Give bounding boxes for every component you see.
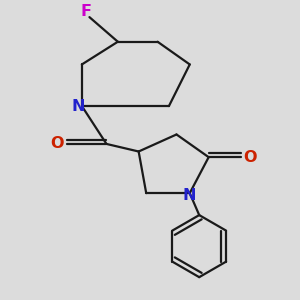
Text: F: F [80,4,91,19]
Text: N: N [71,99,85,114]
Text: N: N [183,188,196,202]
Text: O: O [50,136,64,152]
Text: O: O [244,150,257,165]
